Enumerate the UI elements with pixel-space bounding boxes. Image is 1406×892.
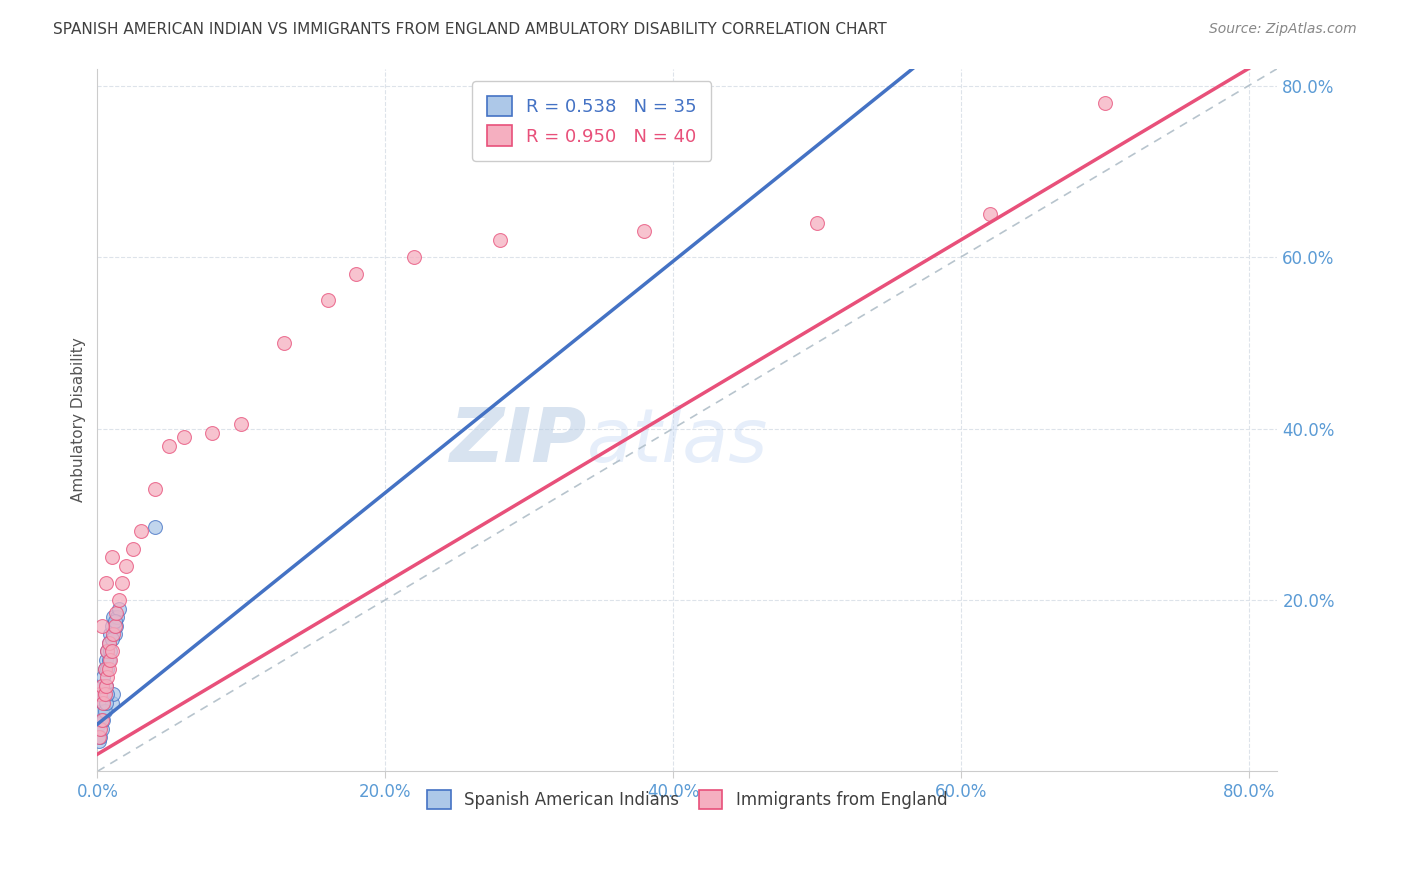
Point — [96, 644, 118, 658]
Point — [98, 627, 121, 641]
Point — [273, 335, 295, 350]
Point — [94, 696, 117, 710]
Point — [96, 644, 118, 658]
Point — [104, 615, 127, 629]
Point — [90, 713, 112, 727]
Point — [104, 618, 127, 632]
Point — [489, 233, 512, 247]
Point — [97, 661, 120, 675]
Point — [89, 687, 111, 701]
Point — [89, 730, 111, 744]
Point — [122, 541, 145, 556]
Point — [94, 679, 117, 693]
Point — [91, 696, 114, 710]
Point — [90, 618, 112, 632]
Point — [94, 679, 117, 693]
Point — [90, 722, 112, 736]
Point — [96, 670, 118, 684]
Point — [98, 644, 121, 658]
Point — [93, 705, 115, 719]
Point — [633, 224, 655, 238]
Point — [101, 610, 124, 624]
Point — [979, 207, 1001, 221]
Point — [100, 632, 122, 646]
Point — [89, 713, 111, 727]
Point — [87, 734, 110, 748]
Point — [97, 636, 120, 650]
Point — [97, 653, 120, 667]
Point — [89, 722, 111, 736]
Point — [90, 705, 112, 719]
Text: ZIP: ZIP — [450, 405, 588, 477]
Y-axis label: Ambulatory Disability: Ambulatory Disability — [72, 337, 86, 502]
Point — [93, 661, 115, 675]
Point — [157, 439, 180, 453]
Point — [87, 730, 110, 744]
Text: SPANISH AMERICAN INDIAN VS IMMIGRANTS FROM ENGLAND AMBULATORY DISABILITY CORRELA: SPANISH AMERICAN INDIAN VS IMMIGRANTS FR… — [53, 22, 887, 37]
Point — [96, 661, 118, 675]
Point — [91, 713, 114, 727]
Point — [91, 670, 114, 684]
Point — [98, 653, 121, 667]
Point — [97, 636, 120, 650]
Point — [108, 593, 131, 607]
Text: atlas: atlas — [588, 405, 769, 477]
Point — [129, 524, 152, 539]
Point — [316, 293, 339, 307]
Point — [100, 618, 122, 632]
Point — [115, 558, 138, 573]
Point — [231, 417, 253, 432]
Point — [93, 661, 115, 675]
Point — [107, 610, 129, 624]
Point — [344, 267, 367, 281]
Point — [90, 679, 112, 693]
Legend: Spanish American Indians, Immigrants from England: Spanish American Indians, Immigrants fro… — [420, 783, 955, 816]
Point — [96, 687, 118, 701]
Point — [90, 679, 112, 693]
Text: Source: ZipAtlas.com: Source: ZipAtlas.com — [1209, 22, 1357, 37]
Point — [94, 575, 117, 590]
Point — [108, 601, 131, 615]
Point — [89, 687, 111, 701]
Point — [91, 696, 114, 710]
Point — [87, 717, 110, 731]
Point — [806, 216, 828, 230]
Point — [100, 696, 122, 710]
Point — [201, 425, 224, 440]
Point — [100, 550, 122, 565]
Point — [100, 644, 122, 658]
Point — [1094, 95, 1116, 110]
Point — [105, 618, 128, 632]
Point — [101, 627, 124, 641]
Point — [94, 653, 117, 667]
Point — [143, 520, 166, 534]
Point — [111, 575, 134, 590]
Point — [402, 250, 425, 264]
Point — [104, 627, 127, 641]
Point — [93, 687, 115, 701]
Point — [143, 482, 166, 496]
Point — [105, 606, 128, 620]
Point — [173, 430, 195, 444]
Point — [93, 687, 115, 701]
Point — [101, 687, 124, 701]
